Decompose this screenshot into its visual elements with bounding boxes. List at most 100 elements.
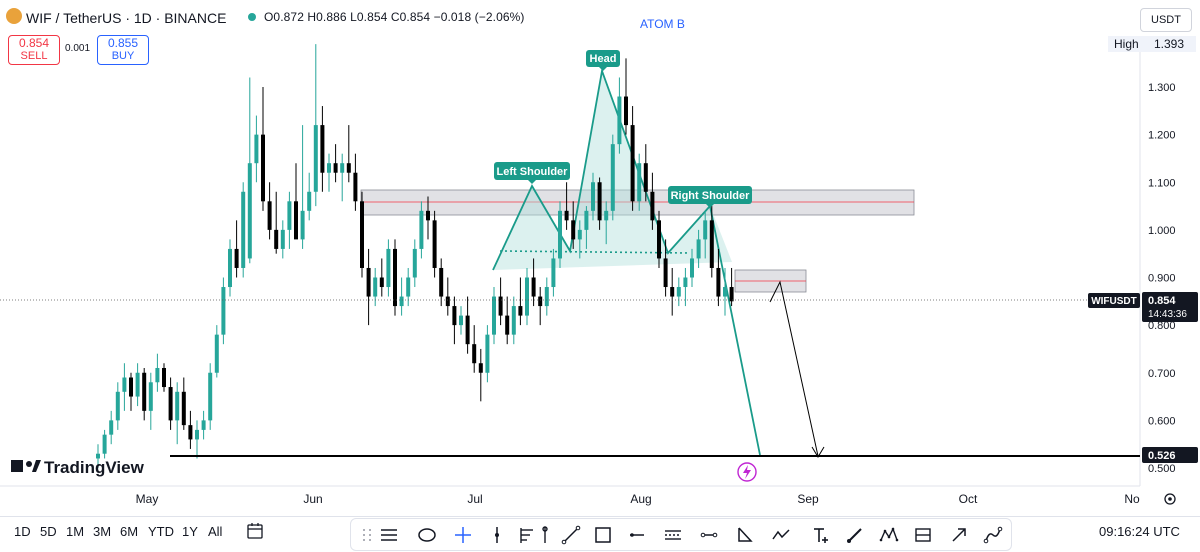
candle xyxy=(445,277,450,316)
ellipse-icon[interactable] xyxy=(417,525,437,545)
text-icon[interactable] xyxy=(811,525,831,545)
candle-body xyxy=(320,125,325,173)
timeframe-5d[interactable]: 5D xyxy=(40,524,57,539)
candle-body xyxy=(162,367,166,388)
triangle-icon[interactable] xyxy=(735,525,755,545)
market-status-icon xyxy=(248,13,256,21)
candle xyxy=(696,229,701,268)
candle-body xyxy=(709,220,714,268)
candle-body xyxy=(564,210,569,221)
fib-icon[interactable] xyxy=(517,525,537,545)
timeframe-1y[interactable]: 1Y xyxy=(182,524,198,539)
drag-handle-icon[interactable] xyxy=(357,525,377,545)
candle-body xyxy=(247,163,252,259)
candle xyxy=(274,191,279,254)
lightning-icon[interactable] xyxy=(737,462,757,482)
candle xyxy=(571,201,576,249)
timeframe-1d[interactable]: 1D xyxy=(14,524,31,539)
candle xyxy=(234,220,239,278)
candle xyxy=(558,201,562,268)
left-shoulder-label[interactable]: Left Shoulder xyxy=(494,162,570,184)
curve-icon[interactable] xyxy=(983,525,1003,545)
head-label[interactable]: Head xyxy=(586,50,620,71)
sell-price: 0.854 xyxy=(18,36,50,50)
candle xyxy=(577,220,582,259)
y-tick-label: 0.500 xyxy=(1148,463,1176,475)
timeframe-1m[interactable]: 1M xyxy=(66,524,85,539)
right-shoulder-label[interactable]: Right Shoulder xyxy=(668,186,752,208)
time-axis[interactable]: May Jun Jul Aug Sep Oct No xyxy=(136,492,1140,506)
candle-body xyxy=(419,210,424,249)
candle xyxy=(723,267,727,316)
candle xyxy=(360,191,364,278)
candle xyxy=(630,106,635,211)
pattern-icon[interactable] xyxy=(879,525,899,545)
candle-body xyxy=(294,201,298,240)
parallel-channel-icon[interactable] xyxy=(663,525,683,545)
candle-body xyxy=(280,229,285,249)
candle-body xyxy=(630,125,635,202)
projection-path[interactable] xyxy=(769,280,819,457)
candle-body xyxy=(544,287,549,307)
rectangle-icon[interactable] xyxy=(593,525,613,545)
candle-body xyxy=(452,306,457,326)
currency-button[interactable]: USDT xyxy=(1140,8,1192,32)
ray-icon[interactable] xyxy=(699,525,719,545)
brush-icon[interactable] xyxy=(845,525,865,545)
high-value: 1.393 xyxy=(1154,37,1185,51)
candle xyxy=(426,196,430,240)
spread-value: 0.001 xyxy=(65,43,91,54)
timeframe-3m[interactable]: 3M xyxy=(93,524,112,539)
candle-body xyxy=(208,372,213,421)
candle xyxy=(452,296,457,345)
sell-button[interactable]: 0.854 SELL xyxy=(8,35,60,65)
candle xyxy=(538,287,543,326)
timeframe-ytd[interactable]: YTD xyxy=(148,524,174,539)
path-icon[interactable] xyxy=(771,525,791,545)
candle-body xyxy=(366,267,371,297)
candle-body xyxy=(168,387,173,421)
buy-button[interactable]: 0.855 BUY xyxy=(97,35,149,65)
candle xyxy=(610,134,615,221)
candle-body xyxy=(175,391,180,421)
candle-body xyxy=(485,334,490,373)
candle-body xyxy=(307,191,312,211)
symbol-title[interactable]: WIF / TetherUS · 1D · BINANCE xyxy=(26,10,227,26)
sell-label: SELL xyxy=(20,50,48,62)
horizontal-ray-icon[interactable] xyxy=(627,525,647,545)
pitchfork-icon[interactable] xyxy=(535,525,555,545)
candle xyxy=(505,296,510,345)
candle xyxy=(386,239,391,297)
candle-body xyxy=(155,367,160,383)
candle-body xyxy=(353,172,358,202)
candle-body xyxy=(234,248,239,268)
candle xyxy=(432,210,437,278)
candle xyxy=(300,125,305,249)
target-price-tag: 0.526 xyxy=(1142,447,1198,463)
candle-body xyxy=(346,163,351,173)
candle xyxy=(122,363,127,411)
candle-body xyxy=(406,277,411,297)
arrow-icon[interactable] xyxy=(949,525,969,545)
price-axis[interactable]: 0.500 0.600 0.700 0.800 0.900 1.000 1.100 1.200… xyxy=(1148,82,1176,475)
horizontal-lines-icon[interactable] xyxy=(379,525,399,545)
long-position-icon[interactable] xyxy=(913,525,933,545)
timeframe-all[interactable]: All xyxy=(208,524,223,539)
candle-body xyxy=(478,363,483,373)
date-range-icon[interactable] xyxy=(245,521,265,541)
clock-readout[interactable]: 09:16:24 UTC xyxy=(1099,524,1180,539)
candle xyxy=(267,182,272,240)
axis-settings-icon[interactable] xyxy=(1164,493,1176,505)
candle xyxy=(333,144,338,183)
trend-line-icon[interactable] xyxy=(561,525,581,545)
crosshair-icon[interactable] xyxy=(453,525,473,545)
candle xyxy=(729,267,734,307)
candle-body xyxy=(445,296,450,307)
timeframe-6m[interactable]: 6M xyxy=(120,524,139,539)
vertical-line-icon[interactable] xyxy=(487,525,507,545)
candle xyxy=(465,296,470,354)
neckline[interactable] xyxy=(499,250,691,254)
candle-body xyxy=(287,201,292,230)
